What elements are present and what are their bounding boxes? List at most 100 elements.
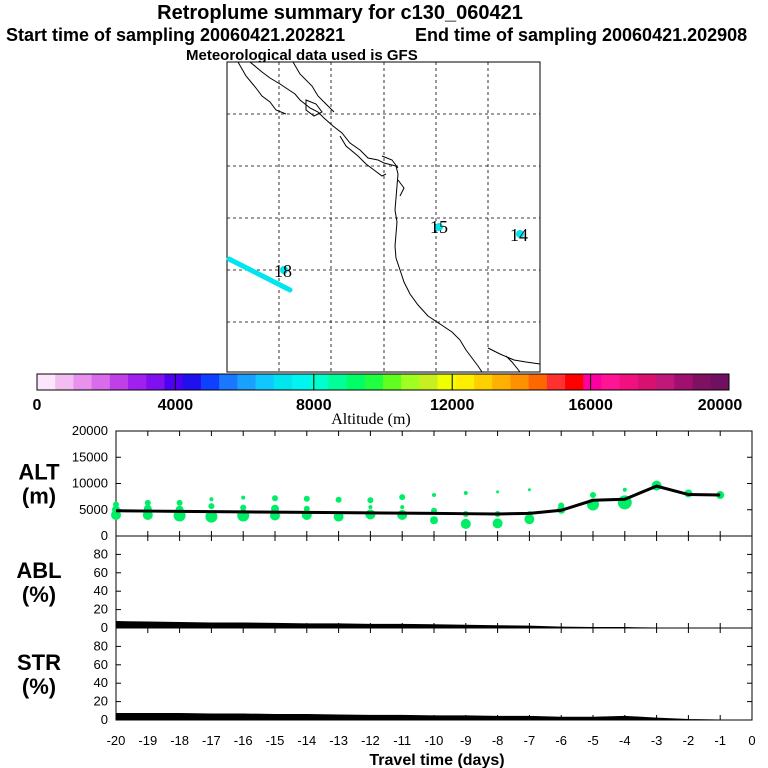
map-point-18 bbox=[280, 266, 288, 274]
panel-ylabel-abl: (%) bbox=[22, 582, 56, 607]
y-tick-label: 60 bbox=[94, 565, 108, 580]
y-tick-label: 0 bbox=[101, 620, 108, 635]
colorbar-tick-20000: 20000 bbox=[698, 397, 743, 414]
y-tick-label: 80 bbox=[94, 546, 108, 561]
x-tick-label: 0 bbox=[748, 733, 755, 748]
alt-scatter-point bbox=[303, 505, 310, 512]
colorbar-dividers bbox=[174, 374, 592, 390]
colorbar-tick-0: 0 bbox=[33, 397, 42, 414]
map-label-18: 18 bbox=[274, 261, 292, 281]
alt-scatter-point bbox=[272, 495, 278, 502]
altitude-colorbar: 0 4000 8000 12000 16000 20000 Altitude (… bbox=[33, 373, 743, 428]
y-tick-label: 5000 bbox=[79, 502, 108, 517]
x-tick-label: -6 bbox=[555, 733, 567, 748]
panel-abl: 0 20 40 60 80 ABL(%) bbox=[16, 535, 753, 635]
alt-scatter-point bbox=[524, 514, 535, 525]
colorbar-tick-12000: 12000 bbox=[430, 397, 475, 414]
panel-str: 0 20 40 60 80 STR(%) bbox=[17, 627, 753, 727]
colorbar-swatch-14 bbox=[291, 374, 311, 390]
alt-scatter-point bbox=[400, 505, 405, 510]
x-axis-label: Travel time (days) bbox=[369, 752, 504, 768]
y-tick-label: 40 bbox=[94, 675, 108, 690]
colorbar-swatch-12 bbox=[255, 374, 275, 390]
colorbar-swatch-18 bbox=[364, 374, 384, 390]
alt-scatter-point bbox=[463, 490, 468, 495]
panel-title-str: STR bbox=[17, 650, 61, 675]
colorbar-swatches bbox=[37, 374, 730, 390]
page-title: Retroplume summary for c130_060421 bbox=[157, 2, 523, 24]
panel-ylabel-alt: (m) bbox=[22, 484, 56, 509]
map-label-15: 15 bbox=[430, 217, 448, 237]
panel-str-frame bbox=[115, 627, 753, 721]
x-tick-label: -11 bbox=[393, 733, 411, 748]
colorbar-swatch-36 bbox=[692, 374, 712, 390]
alt-scatter-point bbox=[335, 496, 342, 503]
map-graticule bbox=[227, 62, 540, 372]
y-tick-label: 10000 bbox=[72, 476, 108, 491]
x-axis: -20 -19 -18 -17 -16 -15 -14 -13 -12 -11 -10 -9 -8 -7-… bbox=[107, 733, 756, 748]
x-tick-label: -12 bbox=[361, 733, 380, 748]
colorbar-swatch-16 bbox=[328, 374, 348, 390]
x-tick-label: -4 bbox=[619, 733, 631, 748]
alt-scatter-point bbox=[397, 510, 408, 520]
map-point-14 bbox=[516, 230, 524, 238]
panel-title-abl: ABL bbox=[16, 558, 61, 583]
colorbar-swatch-4 bbox=[109, 374, 129, 390]
colorbar-swatch-1 bbox=[55, 374, 74, 390]
colorbar-swatch-32 bbox=[619, 374, 639, 390]
str-area bbox=[115, 713, 721, 721]
colorbar-tick-4000: 4000 bbox=[158, 397, 194, 414]
colorbar-swatch-6 bbox=[146, 374, 165, 390]
x-tick-label: -2 bbox=[683, 733, 695, 748]
alt-scatter-point bbox=[432, 493, 436, 498]
colorbar-swatch-21 bbox=[419, 374, 439, 390]
x-tick-label: -8 bbox=[492, 733, 504, 748]
alt-scatter-point bbox=[208, 503, 215, 510]
alt-scatter-point bbox=[144, 499, 151, 506]
alt-scatter-point bbox=[240, 504, 247, 511]
y-tick-label: 20 bbox=[94, 694, 108, 709]
x-tick-label: -3 bbox=[651, 733, 663, 748]
y-tick-label: 0 bbox=[101, 528, 108, 543]
y-tick-label: 60 bbox=[94, 657, 108, 672]
alt-scatter-point bbox=[205, 510, 218, 523]
colorbar-swatch-35 bbox=[674, 374, 694, 390]
alt-scatter-point bbox=[365, 509, 376, 520]
y-tick-label: 15000 bbox=[72, 449, 108, 464]
colorbar-swatch-2 bbox=[73, 374, 93, 390]
colorbar-swatch-10 bbox=[219, 374, 238, 390]
colorbar-swatch-23 bbox=[455, 374, 475, 390]
colorbar-swatch-8 bbox=[182, 374, 202, 390]
y-tick-label: 40 bbox=[94, 583, 108, 598]
colorbar-swatch-26 bbox=[510, 374, 530, 390]
x-tick-label: -19 bbox=[138, 733, 157, 748]
start-time-label: Start time of sampling 20060421.202821 bbox=[6, 25, 346, 45]
colorbar-title: Altitude (m) bbox=[331, 411, 411, 428]
colorbar-swatch-27 bbox=[528, 374, 548, 390]
met-data-label: Meteorological data used is GFS bbox=[186, 47, 418, 64]
colorbar-swatch-31 bbox=[601, 374, 621, 390]
colorbar-swatch-17 bbox=[346, 374, 366, 390]
map-plume-track bbox=[226, 256, 293, 293]
colorbar-swatch-25 bbox=[492, 374, 511, 390]
colorbar-frame bbox=[36, 373, 730, 391]
x-tick-label: -15 bbox=[266, 733, 285, 748]
y-tick-label: 20000 bbox=[72, 423, 108, 438]
map-panel: 15 14 18 bbox=[226, 61, 541, 373]
colorbar-swatch-37 bbox=[710, 374, 730, 390]
colorbar-swatch-19 bbox=[383, 374, 402, 390]
alt-scatter-point bbox=[590, 492, 596, 499]
alt-scatter-point bbox=[430, 516, 438, 525]
map-coastline bbox=[237, 61, 541, 373]
colorbar-swatch-24 bbox=[474, 374, 493, 390]
x-tick-label: -17 bbox=[202, 733, 221, 748]
x-tick-label: -16 bbox=[234, 733, 253, 748]
colorbar-swatch-13 bbox=[273, 374, 293, 390]
y-tick-label: 80 bbox=[94, 638, 108, 653]
alt-scatter-point bbox=[176, 499, 183, 506]
colorbar-swatch-5 bbox=[128, 374, 147, 390]
colorbar-swatch-20 bbox=[401, 374, 420, 390]
alt-scatter-point bbox=[622, 487, 627, 492]
alt-scatter-point bbox=[241, 495, 246, 500]
